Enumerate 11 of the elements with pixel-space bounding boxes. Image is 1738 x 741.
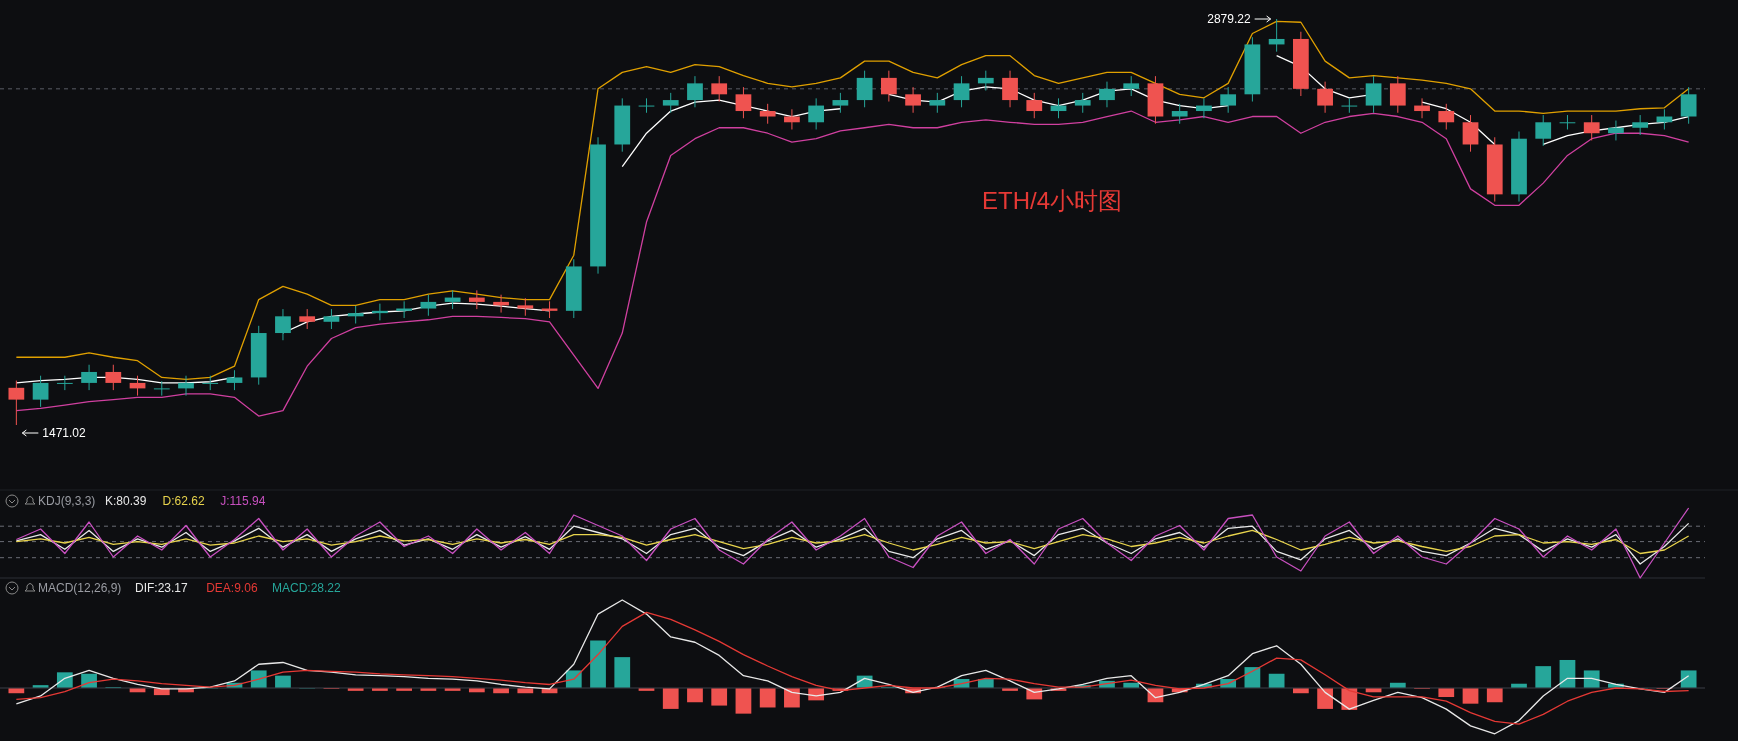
annotation: ETH/4小时图	[981, 187, 1122, 214]
series-label: J:115.94	[220, 494, 266, 508]
text: MACD:28.22	[272, 581, 342, 595]
text: DEA:9.06	[206, 581, 258, 595]
text: DIF:23.17	[135, 581, 189, 595]
annotation: 2879.22	[1207, 12, 1251, 26]
text: D:62.62	[162, 494, 205, 508]
chart-title: MACD(12,26,9)	[38, 581, 122, 595]
chart-title: KDJ(9,3,3)	[38, 494, 96, 508]
text: K:80.39	[105, 494, 147, 508]
text: 1471.02	[42, 426, 87, 440]
